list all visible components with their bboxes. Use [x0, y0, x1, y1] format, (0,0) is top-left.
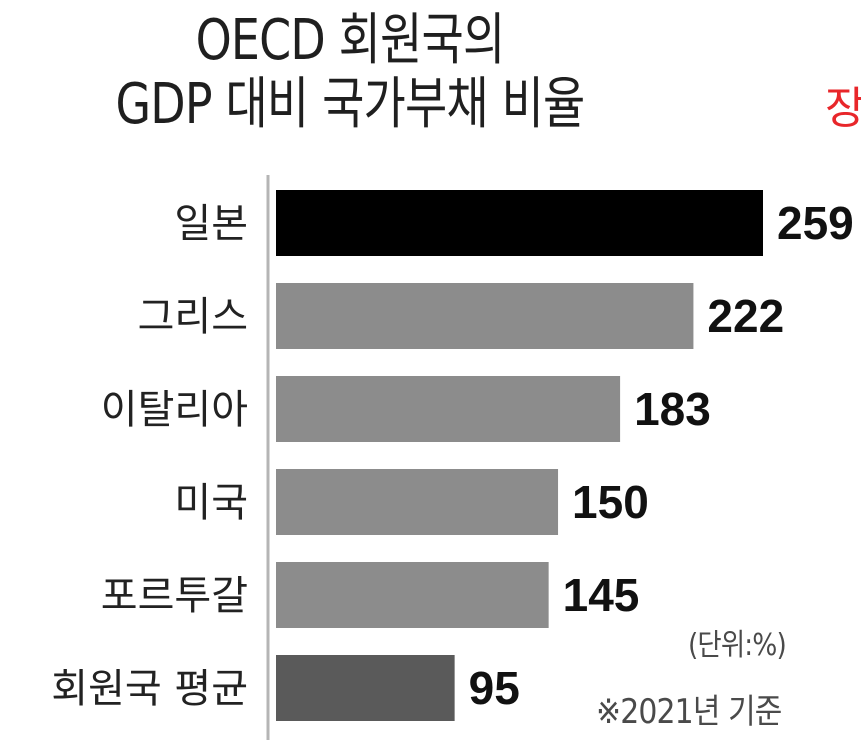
- basis-note: ※2021년 기준: [596, 692, 782, 732]
- bar-2: [276, 376, 621, 442]
- bar-0: [276, 190, 763, 256]
- chart-title-line1: OECD 회원국의: [195, 8, 506, 73]
- unit-note: (단위:%): [688, 628, 787, 663]
- value-label: 259: [777, 197, 854, 249]
- side-note-red-text: 장: [825, 83, 861, 134]
- value-label: 183: [634, 383, 711, 435]
- chart-title-line2: GDP 대비 국가부채 비율: [115, 72, 586, 137]
- category-label: 이탈리아: [101, 387, 248, 433]
- value-label: 150: [572, 476, 649, 528]
- bar-4: [276, 562, 549, 628]
- category-label: 포르투갈: [101, 573, 248, 619]
- bar-1: [276, 283, 694, 349]
- value-label: 145: [563, 569, 640, 621]
- category-label: 미국: [174, 480, 248, 526]
- category-label: 일본: [174, 201, 248, 247]
- bar-3: [276, 469, 559, 535]
- category-label: 그리스: [138, 294, 248, 340]
- value-label: 222: [707, 290, 784, 342]
- category-label: 회원국 평균: [51, 666, 248, 712]
- bar-5: [276, 655, 455, 721]
- value-label: 95: [469, 662, 520, 714]
